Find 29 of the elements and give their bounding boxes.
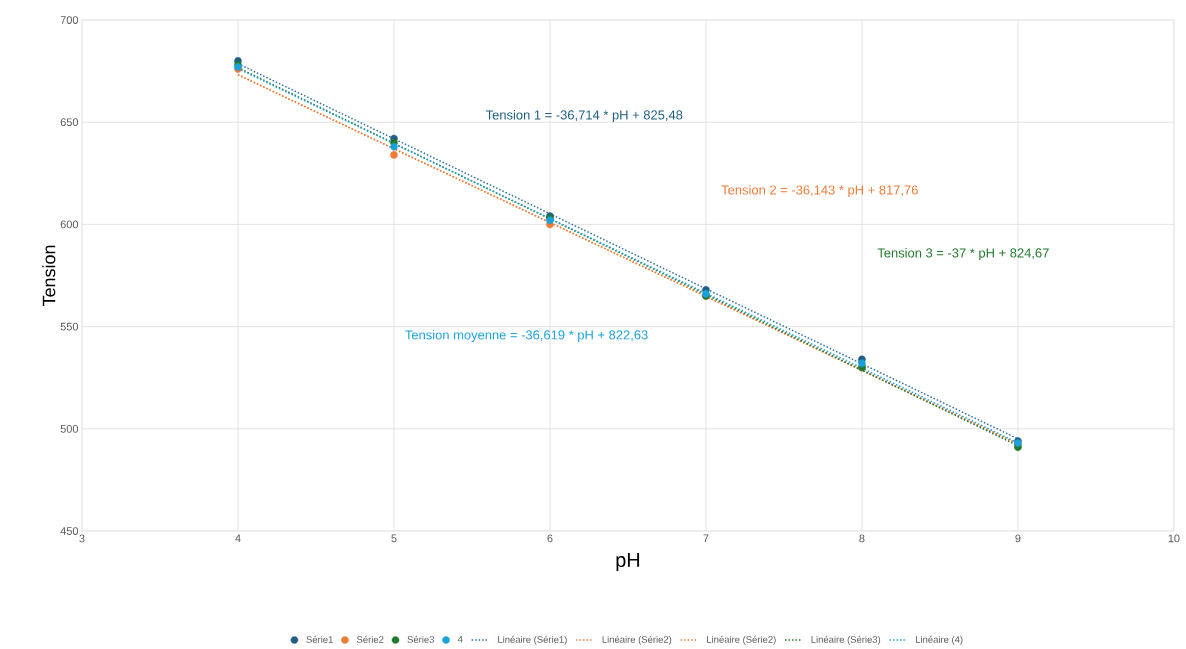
y-axis-title: Tension <box>42 245 56 306</box>
legend-label: Linéaire (4) <box>916 635 963 645</box>
legend-label: Linéaire (Série2) <box>707 635 776 645</box>
y-tick-label: 550 <box>60 322 79 331</box>
x-tick-label: 10 <box>1168 534 1180 543</box>
y-tick-label: 650 <box>60 118 79 127</box>
x-tick-label: 8 <box>859 534 865 543</box>
legend-label: Linéaire (Série2) <box>602 635 672 645</box>
legend-label: Linéaire (Série3) <box>811 635 881 645</box>
legend-label: Série3 <box>407 635 435 643</box>
x-tick-label: 5 <box>391 534 397 543</box>
y-tick-label: 500 <box>60 424 79 433</box>
annotation: Tension 3 = -37 * pH + 824,67 <box>877 247 1049 261</box>
x-tick-label: 3 <box>79 534 85 543</box>
y-tick-label: 700 <box>60 16 79 24</box>
annotation: Tension 2 = -36,143 * pH + 817,76 <box>721 185 918 198</box>
y-tick-label: 450 <box>60 527 79 535</box>
annotation: Tension 1 = -36,714 * pH + 825,48 <box>485 110 683 123</box>
legend-label: Série2 <box>356 635 384 643</box>
x-tick-label: 6 <box>547 534 553 543</box>
x-tick-label: 7 <box>703 534 709 543</box>
legend-label: Linéaire (Série1) <box>498 635 567 645</box>
legend-label: Série1 <box>306 635 333 643</box>
x-tick-label: 4 <box>235 534 241 543</box>
y-tick-label: 600 <box>60 220 79 229</box>
x-tick-label: 9 <box>1015 534 1021 543</box>
x-axis-title: pH <box>616 553 640 571</box>
annotation: Tension moyenne = -36,619 * pH + 822,63 <box>405 329 648 343</box>
legend-label: 4 <box>457 635 463 643</box>
